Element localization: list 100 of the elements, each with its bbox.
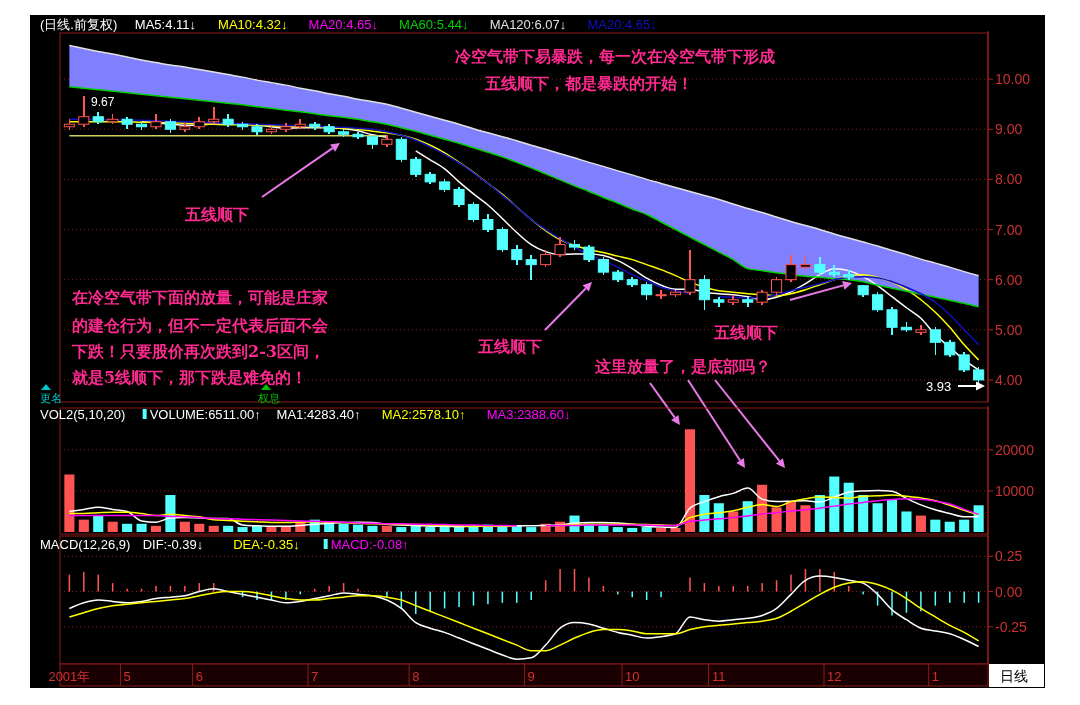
y-tick-label: 6.00: [995, 271, 1023, 288]
annotation: 这里放量了，是底部吗？: [594, 357, 771, 376]
x-tick-label: 10: [625, 669, 640, 684]
bar: [208, 525, 219, 532]
x-tick-label: 12: [827, 669, 842, 684]
bar: [598, 525, 609, 532]
y-tick-label: 10000: [995, 482, 1035, 499]
chart-title: MACD(12,26,9): [40, 537, 131, 552]
text: MA10:4.32↓: [218, 17, 288, 32]
x-tick-label: 5: [123, 669, 131, 684]
text: MA3:2388.60↓: [486, 407, 571, 422]
bar: [410, 525, 421, 532]
x-tick-label: 8: [412, 669, 420, 684]
candlestick: [886, 306, 898, 336]
candlestick: [511, 243, 523, 266]
text: DIF:-0.39↓: [142, 537, 204, 552]
annotation: 五线顺下: [477, 337, 542, 356]
bar: [64, 474, 75, 532]
bar: [454, 527, 465, 532]
bar: [670, 527, 681, 532]
annotation: 在冷空气带下面的放量，可能是庄家: [71, 288, 328, 307]
bar: [526, 527, 537, 532]
x-tick-label: 7: [311, 669, 319, 684]
bar: [800, 505, 811, 532]
y-tick-label: 8.00: [995, 171, 1023, 188]
candlestick: [496, 226, 508, 253]
candlestick: [410, 156, 422, 178]
bar: [656, 527, 667, 532]
bar: [872, 503, 883, 532]
bar: [381, 525, 392, 532]
y-tick-label: -0.25: [995, 618, 1028, 635]
annotation: 冷空气带下易暴跌，每一次在冷空气带下形成: [455, 47, 775, 66]
x-tick-label: 11: [712, 669, 726, 684]
candlestick: [872, 291, 884, 314]
bar: [901, 511, 912, 532]
annotation: 五线顺下: [713, 323, 778, 342]
text: 日线: [1000, 668, 1028, 684]
annotation: 9.67: [91, 95, 115, 109]
bar: [223, 525, 234, 532]
bar: [612, 527, 623, 532]
candlestick: [929, 326, 941, 356]
annotation: 的建仓行为，但不一定代表后面不会: [72, 316, 329, 335]
bar: [352, 524, 364, 532]
bar: [829, 476, 840, 532]
y-tick-label: 7.00: [995, 221, 1023, 238]
y-tick-label: 0.25: [995, 548, 1023, 565]
legend-label: MA20:4.65↓: [308, 17, 378, 32]
bar: [742, 501, 753, 532]
text: DEA:-0.35↓: [233, 537, 300, 552]
legend-label: MACD:-0.08↑: [330, 537, 409, 552]
bar: [858, 495, 869, 532]
bar: [425, 527, 436, 532]
candlestick: [785, 253, 797, 283]
bar: [367, 525, 378, 532]
bar: [78, 519, 89, 532]
bar: [944, 521, 955, 532]
text: MA2:2578.10↑: [381, 407, 466, 422]
y-tick-label: 0.00: [995, 583, 1023, 600]
annotation: 五线顺下，都是暴跌的开始！: [484, 74, 693, 93]
y-tick-label: 5.00: [995, 321, 1023, 338]
bar: [886, 499, 898, 532]
candlestick: [78, 94, 90, 128]
bar: [136, 523, 147, 532]
bar: [915, 515, 926, 532]
bar: [641, 527, 652, 532]
bar: [728, 511, 739, 532]
candlestick: [467, 201, 480, 223]
annotation: 权息: [257, 392, 280, 404]
bar: [150, 525, 162, 532]
candlestick: [395, 135, 407, 163]
bar: [122, 523, 133, 532]
bar: [684, 429, 696, 532]
bar: [237, 527, 248, 532]
y-tick-label: 20000: [995, 441, 1035, 458]
candlestick: [554, 236, 566, 258]
x-tick-label: 9: [527, 669, 535, 684]
bar: [194, 523, 205, 532]
bar: [771, 507, 782, 532]
bar: [179, 521, 190, 532]
chart-title: VOL2(5,10,20): [40, 407, 126, 422]
annotation: 下跌！只要股价再次跌到2-3区间，: [71, 342, 325, 361]
annotation: 3.93: [926, 379, 952, 394]
bar: [930, 519, 941, 532]
candlestick: [684, 248, 696, 296]
annotation: 更名: [40, 392, 62, 404]
y-tick-label: 10.00: [995, 71, 1031, 88]
annotation: 五线顺下: [184, 205, 249, 224]
legend-label: VOLUME:6511.00↑: [149, 407, 261, 422]
bar: [93, 515, 104, 532]
x-tick-label: 2001年: [48, 669, 91, 684]
candlestick: [698, 273, 710, 311]
x-tick-label: 1: [931, 669, 939, 684]
line-series: [68, 575, 980, 660]
bar: [338, 523, 349, 532]
bar: [627, 527, 638, 532]
text: MA5:4.11↓: [134, 17, 197, 32]
candlestick: [453, 186, 465, 208]
bar: [107, 521, 118, 532]
chart-title: (日线.前复权): [40, 17, 118, 32]
annotation: 就是5线顺下，那下跌是难免的！: [71, 368, 308, 387]
